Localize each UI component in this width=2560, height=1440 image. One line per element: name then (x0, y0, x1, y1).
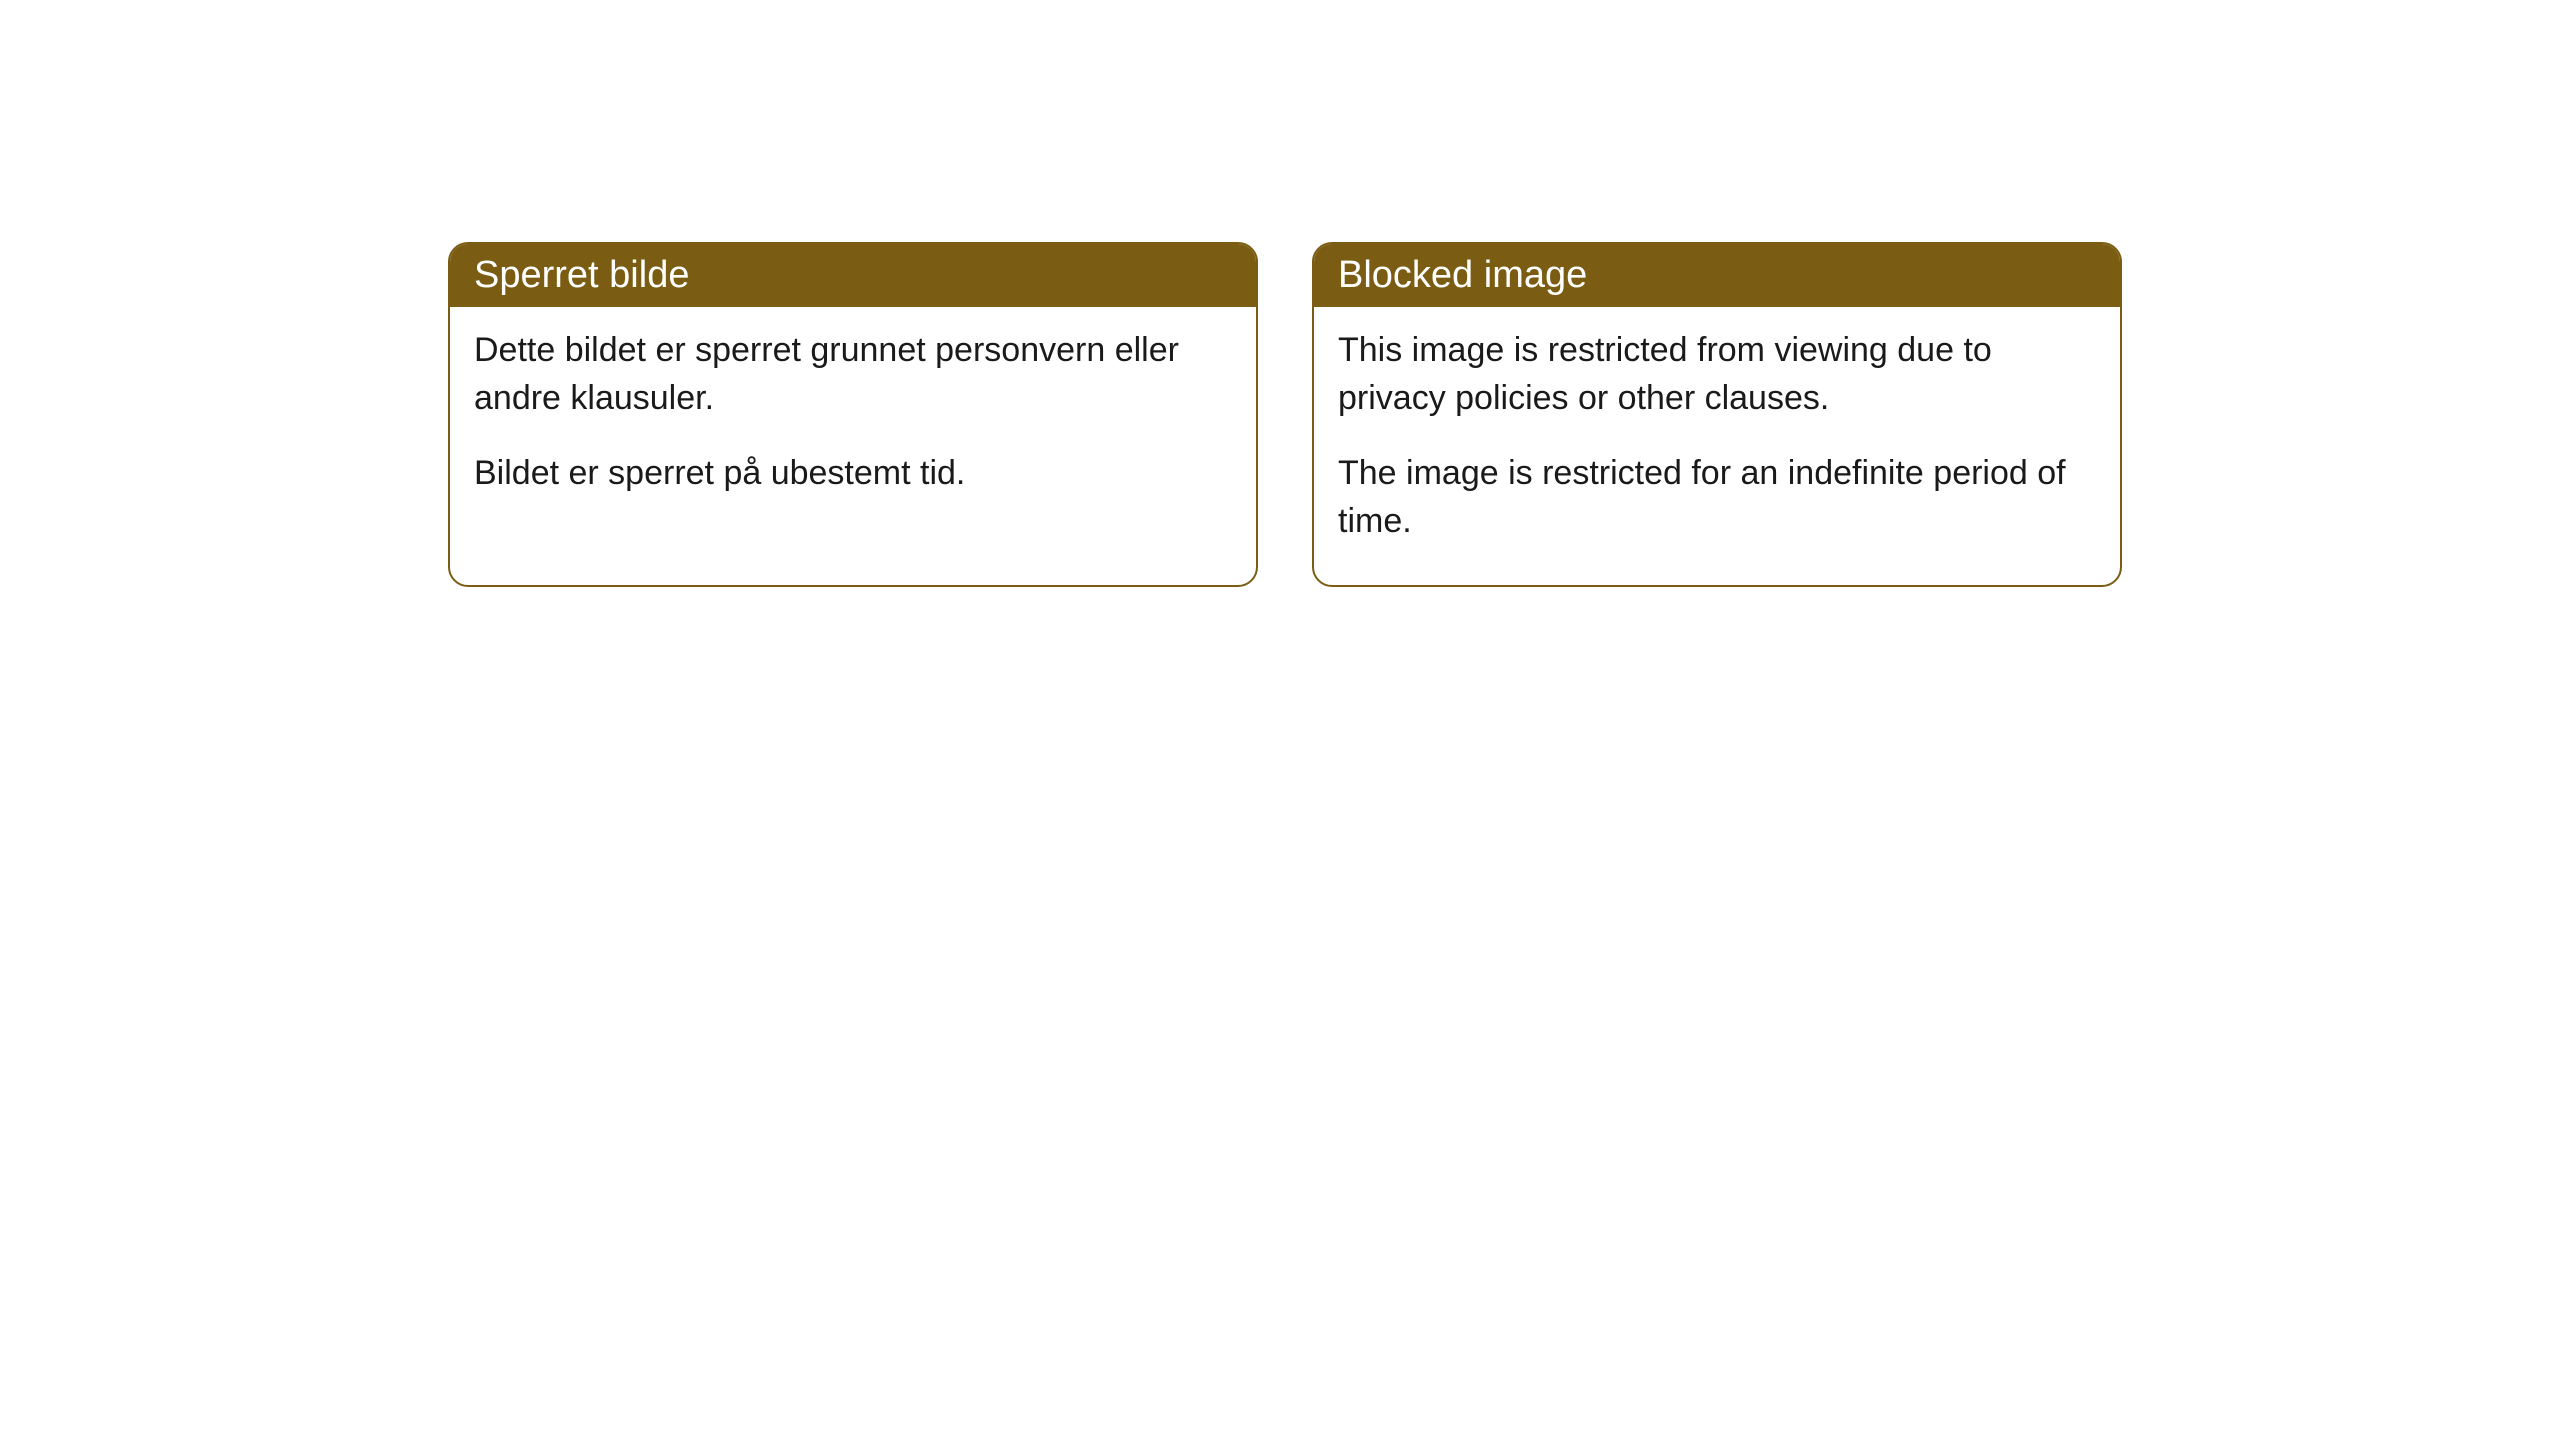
card-paragraph-2-english: The image is restricted for an indefinit… (1338, 450, 2096, 545)
card-paragraph-1-english: This image is restricted from viewing du… (1338, 327, 2096, 422)
card-header-english: Blocked image (1314, 244, 2120, 307)
card-title-english: Blocked image (1338, 254, 1587, 296)
card-title-norwegian: Sperret bilde (474, 254, 689, 296)
card-paragraph-1-norwegian: Dette bildet er sperret grunnet personve… (474, 327, 1232, 422)
card-paragraph-2-norwegian: Bildet er sperret på ubestemt tid. (474, 450, 1232, 498)
blocked-image-card-english: Blocked image This image is restricted f… (1312, 242, 2122, 587)
notice-cards-container: Sperret bilde Dette bildet er sperret gr… (448, 242, 2122, 587)
blocked-image-card-norwegian: Sperret bilde Dette bildet er sperret gr… (448, 242, 1258, 587)
card-body-english: This image is restricted from viewing du… (1314, 307, 2120, 585)
card-header-norwegian: Sperret bilde (450, 244, 1256, 307)
card-body-norwegian: Dette bildet er sperret grunnet personve… (450, 307, 1256, 538)
